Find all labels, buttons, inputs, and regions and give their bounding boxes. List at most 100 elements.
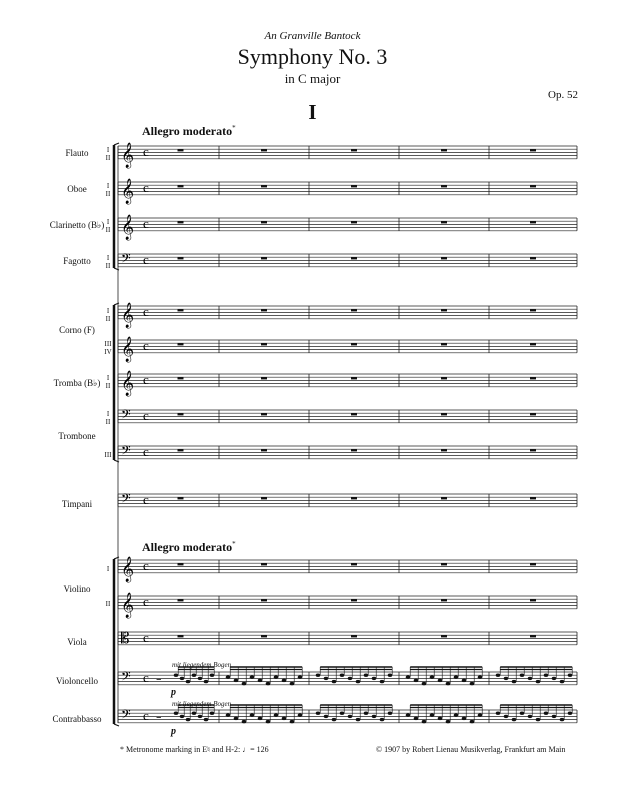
whole-rest-tromba: [177, 377, 184, 380]
whole-rest-flauto: [351, 149, 357, 152]
note-violoncello: [535, 679, 541, 684]
note-violoncello: [191, 673, 197, 677]
footnote: * Metronome marking in E♮ and H-2: ♩= 12…: [120, 745, 269, 754]
whole-rest-oboe: [261, 185, 267, 188]
note-contrabbasso: [519, 711, 525, 715]
note-contrabbasso: [297, 713, 303, 717]
note-contrabbasso: [469, 719, 475, 724]
clef-corno-1-2: 𝄞: [121, 302, 134, 328]
clef-violino-1: 𝄞: [121, 556, 134, 582]
whole-rest-corno-3-4: [530, 343, 536, 346]
note-contrabbasso: [421, 719, 427, 724]
note-violoncello: [527, 676, 533, 681]
whole-rest-fagotto: [530, 257, 536, 260]
note-violoncello: [469, 681, 475, 686]
whole-rest-clarinetto: [351, 221, 357, 224]
note-violoncello: [495, 673, 501, 677]
whole-rest-oboe: [441, 185, 447, 188]
time-signature-violoncello: c: [143, 670, 149, 685]
copyright: © 1907 by Robert Lienau Musikverlag, Fra…: [376, 745, 566, 754]
note-contrabbasso: [379, 717, 385, 722]
clef-flauto: 𝄞: [121, 142, 134, 168]
whole-rest-clarinetto: [261, 221, 267, 224]
note-violoncello: [567, 673, 573, 677]
part-number-corno-1-2: I II: [105, 307, 111, 323]
part-number-fagotto: I II: [105, 254, 111, 270]
note-violoncello: [363, 673, 369, 677]
tempo-marking-strings: Allegro moderato*: [142, 540, 236, 554]
note-contrabbasso: [429, 713, 435, 717]
note-contrabbasso: [225, 713, 231, 717]
whole-rest-violino-1: [351, 563, 357, 566]
note-violoncello: [429, 675, 435, 679]
note-contrabbasso: [179, 714, 185, 719]
note-violoncello: [477, 675, 483, 679]
note-violoncello: [197, 676, 203, 681]
note-contrabbasso: [413, 716, 419, 721]
clef-timpani: 𝄢: [121, 491, 131, 509]
note-contrabbasso: [173, 711, 179, 715]
whole-rest-viola: [177, 635, 184, 638]
whole-rest-trombone-1-2: [261, 413, 267, 416]
note-contrabbasso: [363, 711, 369, 715]
note-violoncello: [289, 681, 295, 686]
whole-rest-trombone-1-2: [177, 413, 184, 416]
symphony-title: Symphony No. 3: [237, 44, 388, 69]
note-contrabbasso: [191, 711, 197, 715]
whole-rest-corno-1-2: [441, 309, 447, 312]
note-violoncello: [273, 675, 279, 679]
time-signature-tromba: c: [143, 372, 149, 387]
whole-rest-corno-3-4: [261, 343, 267, 346]
note-contrabbasso: [203, 717, 209, 722]
clef-oboe: 𝄞: [121, 178, 134, 204]
instrument-oboe: Oboe: [67, 184, 87, 194]
whole-rest-trombone-1-2: [441, 413, 447, 416]
note-violoncello: [543, 673, 549, 677]
note-contrabbasso: [437, 716, 443, 721]
instrument-fagotto: Fagotto: [63, 256, 91, 266]
time-signature-fagotto: c: [143, 252, 149, 267]
whole-rest-clarinetto: [530, 221, 536, 224]
whole-rest-fagotto: [441, 257, 447, 260]
note-violoncello: [203, 679, 209, 684]
whole-rest-trombone-1-2: [351, 413, 357, 416]
note-violoncello: [511, 679, 517, 684]
note-violoncello: [437, 678, 443, 683]
note-violoncello: [445, 681, 451, 686]
whole-rest-timpani: [261, 497, 267, 500]
note-contrabbasso: [543, 711, 549, 715]
whole-rest-fagotto: [261, 257, 267, 260]
whole-rest-tromba: [530, 377, 536, 380]
time-signature-corno-3-4: c: [143, 338, 149, 353]
note-contrabbasso: [511, 717, 517, 722]
note-violoncello: [185, 679, 191, 684]
note-violoncello: [379, 679, 385, 684]
whole-rest-flauto: [530, 149, 536, 152]
note-contrabbasso: [209, 711, 215, 715]
note-violoncello: [461, 678, 467, 683]
note-contrabbasso: [371, 714, 377, 719]
whole-rest-tromba: [351, 377, 357, 380]
note-contrabbasso: [355, 717, 361, 722]
note-violoncello: [281, 678, 287, 683]
time-signature-oboe: c: [143, 180, 149, 195]
whole-rest-violino-2: [177, 599, 184, 602]
whole-rest-clarinetto: [441, 221, 447, 224]
clef-viola: 𝄡: [121, 629, 129, 647]
clef-corno-3-4: 𝄞: [121, 336, 134, 362]
instrument-violoncello: Violoncello: [56, 676, 98, 686]
whole-rest-violino-2: [530, 599, 536, 602]
note-contrabbasso: [453, 713, 459, 717]
whole-rest-timpani: [177, 497, 184, 500]
quarter-rest-contrabbasso: –: [156, 710, 162, 723]
whole-rest-flauto: [441, 149, 447, 152]
note-violoncello: [551, 676, 557, 681]
time-signature-contrabbasso: c: [143, 708, 149, 723]
note-contrabbasso: [477, 713, 483, 717]
instrument-tromba: Tromba (B♭): [53, 378, 101, 388]
instrument-corno: Corno (F): [59, 325, 95, 335]
note-contrabbasso: [323, 714, 329, 719]
whole-rest-corno-1-2: [351, 309, 357, 312]
opus-number: Op. 52: [548, 89, 578, 101]
note-violoncello: [347, 676, 353, 681]
